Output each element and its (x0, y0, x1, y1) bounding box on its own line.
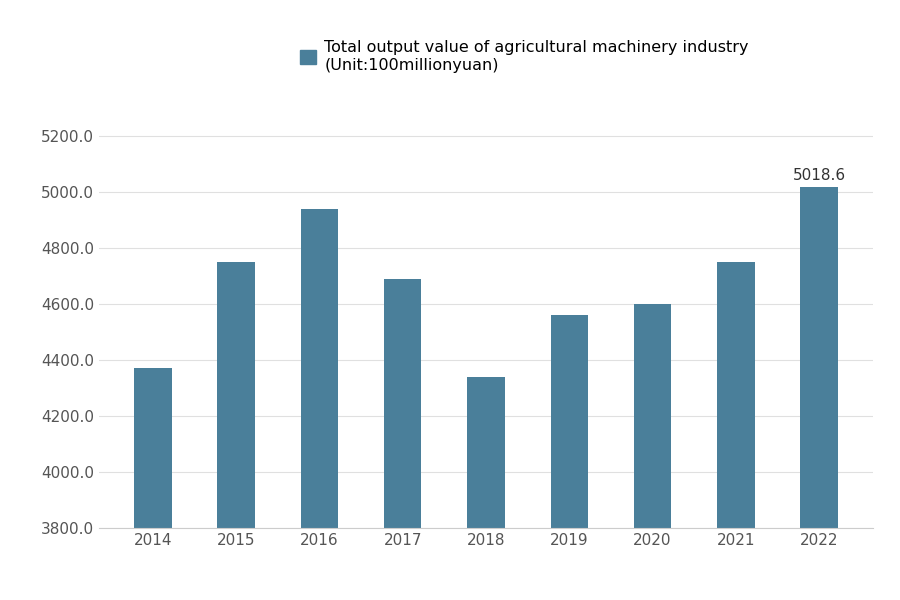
Bar (717, 262, 754, 528)
Bar (634, 304, 671, 528)
Bar (551, 315, 588, 528)
Bar (134, 368, 172, 528)
Bar (800, 187, 838, 528)
Bar (218, 262, 255, 528)
Legend: Total output value of agricultural machinery industry
(Unit:100millionyuan): Total output value of agricultural machi… (301, 40, 749, 73)
Bar (467, 377, 505, 528)
Bar (384, 279, 421, 528)
Bar (301, 209, 338, 528)
Text: 5018.6: 5018.6 (793, 167, 846, 182)
